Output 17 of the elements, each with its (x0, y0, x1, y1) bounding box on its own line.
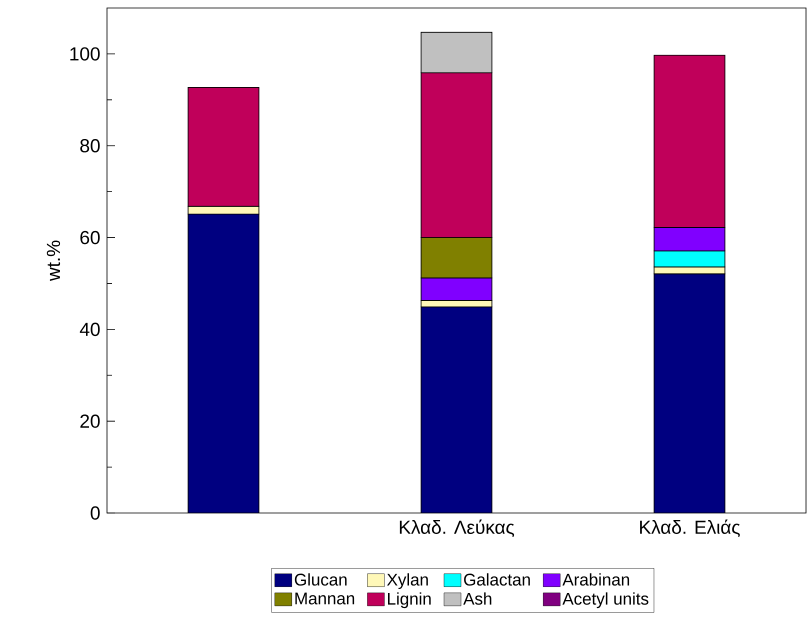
legend-label: Lignin (388, 592, 431, 608)
x-tick-label: Κλαδ. Ελιάς (640, 520, 740, 538)
y-tick-label: 40 (80, 322, 100, 336)
legend-label: Acetyl units (562, 592, 648, 608)
y-tick-label: 0 (90, 506, 100, 520)
y-tick-label: 100 (70, 47, 100, 61)
legend-label: Ash (463, 592, 492, 605)
y-tick-label: 60 (80, 230, 100, 244)
x-tick-label: Κλαδ. Λεύκας (400, 520, 514, 538)
y-axis-title: wt.% (46, 240, 60, 282)
legend-label: Glucan (294, 573, 347, 586)
y-tick-label: 20 (80, 414, 100, 428)
legend-label: Arabinan (562, 573, 630, 586)
legend-label: Mannan (295, 592, 354, 604)
legend-label: Galactan (464, 573, 530, 586)
legend-label: Xylan (386, 573, 428, 590)
y-tick-label: 80 (80, 139, 100, 152)
